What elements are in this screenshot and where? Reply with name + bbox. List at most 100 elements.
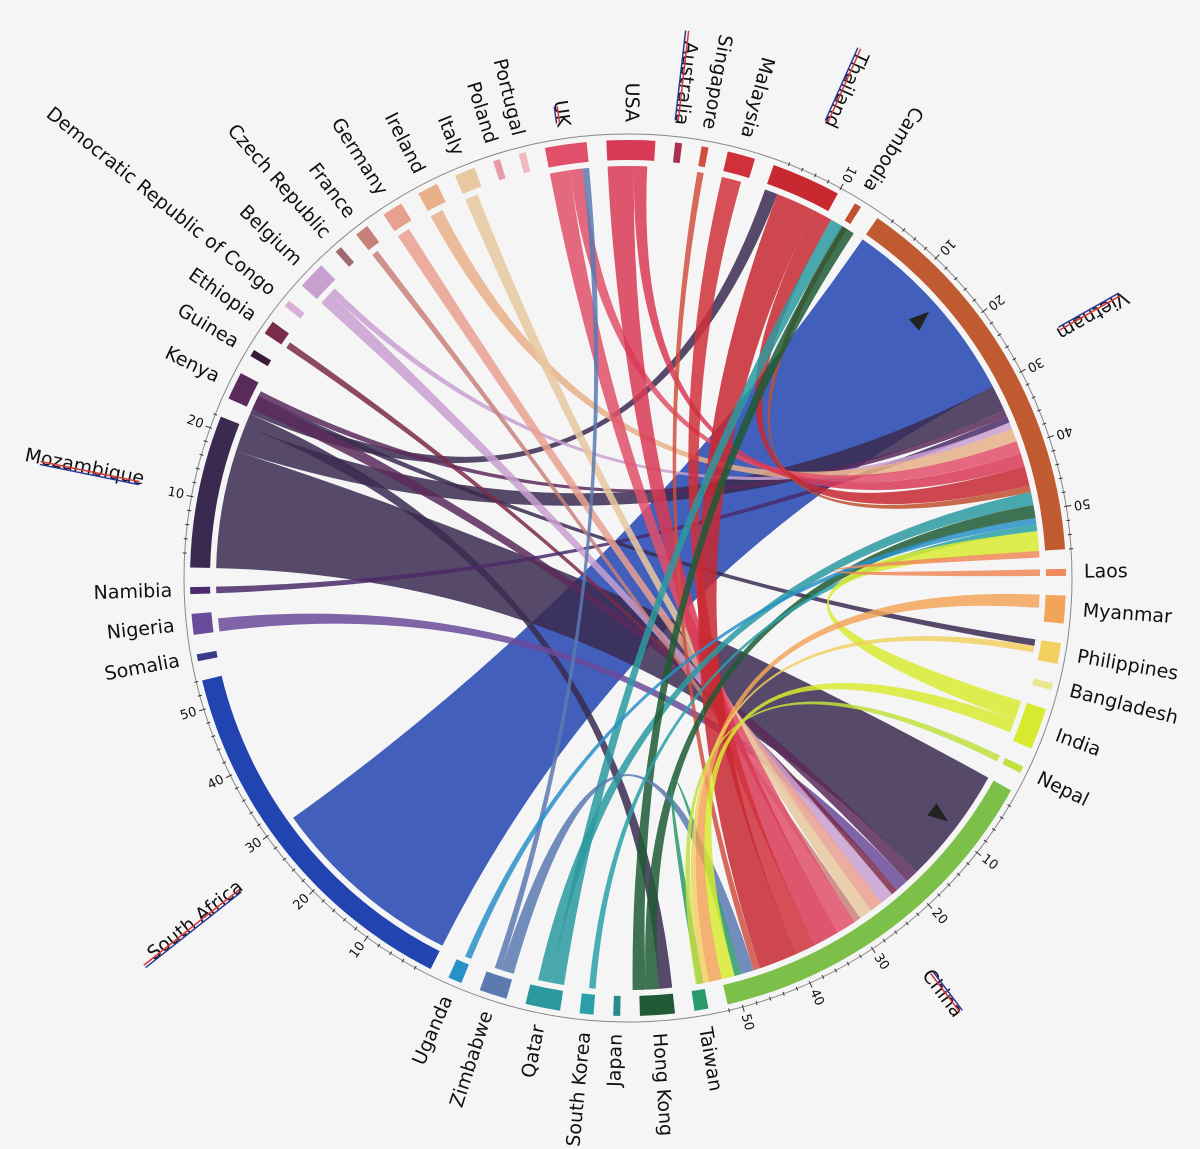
label-underline-red — [930, 973, 961, 1013]
arc-hong-kong[interactable] — [639, 993, 676, 1016]
flow-ribbon-mozambique-to-china — [216, 451, 989, 873]
tick-mark — [846, 961, 850, 966]
tick-mark — [916, 912, 920, 917]
tick-mark — [413, 965, 417, 970]
arc-myanmar[interactable] — [1043, 594, 1066, 624]
tick-mark — [947, 883, 951, 887]
arc-malaysia[interactable] — [723, 151, 755, 178]
arc-thailand[interactable] — [767, 164, 838, 212]
flow-arrowhead — [927, 803, 948, 822]
tick-mark — [1055, 463, 1060, 466]
label-underline-blue — [553, 106, 558, 124]
arc-nepal[interactable] — [1002, 757, 1024, 773]
outer-ring — [183, 133, 1073, 1023]
arc-democratic-republic-of-congo[interactable] — [284, 300, 305, 319]
tick-mark — [301, 878, 305, 883]
arc-usa[interactable] — [606, 139, 656, 161]
arc-india[interactable] — [1012, 703, 1046, 749]
arc-nigeria[interactable] — [191, 612, 214, 635]
arc-australia[interactable] — [672, 142, 683, 164]
arc-bangladesh[interactable] — [1032, 678, 1054, 691]
arc-portugal[interactable] — [518, 152, 531, 174]
arc-south-africa[interactable] — [202, 675, 440, 969]
tick-mark — [332, 908, 336, 913]
arc-poland[interactable] — [493, 159, 506, 181]
tick-mark — [769, 996, 772, 1001]
label-underline-red — [677, 30, 690, 121]
tick-mark — [983, 839, 988, 843]
tick-mark — [187, 509, 192, 512]
country-label-laos: Laos — [1084, 560, 1128, 583]
tick-label: 40 — [806, 987, 826, 1008]
arc-taiwan[interactable] — [691, 988, 709, 1011]
tick-mark — [981, 308, 988, 314]
tick-mark — [1061, 491, 1066, 494]
tick-mark — [205, 425, 213, 429]
arc-china[interactable] — [723, 780, 1012, 1005]
tick-mark — [944, 266, 948, 270]
arc-philippines[interactable] — [1037, 640, 1062, 665]
country-label-philippines: Philippines — [1075, 645, 1180, 684]
arc-cambodia[interactable] — [844, 203, 861, 225]
tick-label: 10 — [347, 939, 369, 961]
tick-mark — [839, 183, 844, 191]
country-label-malaysia: Malaysia — [736, 55, 779, 141]
country-label-bangladesh: Bangladesh — [1067, 680, 1180, 729]
flow-ribbon-south-africa-to-vietnam — [293, 239, 993, 946]
tick-label: 30 — [1025, 354, 1047, 375]
label-underline-blue — [674, 30, 687, 121]
tick-mark — [1047, 435, 1054, 439]
tick-mark — [1064, 505, 1072, 508]
tick-mark — [937, 893, 941, 897]
arc-ethiopia[interactable] — [264, 321, 289, 345]
arc-singapore[interactable] — [698, 146, 709, 168]
tick-mark — [354, 926, 358, 931]
arc-germany[interactable] — [383, 203, 412, 232]
tick-mark — [905, 921, 909, 926]
country-label-zimbabwe: Zimbabwe — [446, 1008, 498, 1110]
arc-mozambique[interactable] — [190, 416, 240, 568]
country-label-nepal: Nepal — [1033, 767, 1092, 811]
tick-mark — [282, 857, 287, 861]
arc-belgium[interactable] — [301, 265, 336, 299]
country-label-hong-kong: Hong Kong — [648, 1032, 677, 1137]
tick-mark — [975, 850, 982, 857]
arc-france[interactable] — [356, 226, 380, 251]
arc-italy[interactable] — [454, 167, 482, 195]
tick-label: 30 — [870, 951, 892, 973]
tick-mark — [902, 228, 906, 232]
arc-uk[interactable] — [544, 141, 589, 168]
arc-namibia[interactable] — [190, 586, 211, 595]
flow-ribbon-thailand-to-vietnam — [754, 210, 1030, 505]
country-label-china: China — [917, 965, 967, 1022]
tick-label: 50 — [1073, 495, 1092, 512]
arc-south-korea[interactable] — [579, 993, 596, 1015]
label-underline-red — [143, 888, 240, 966]
tick-mark — [934, 254, 940, 260]
tick-mark — [197, 694, 202, 697]
tick-label: 40 — [1054, 422, 1074, 441]
flow-ribbon-belgium-to-china — [321, 293, 892, 903]
arc-uganda[interactable] — [448, 959, 469, 984]
tick-mark — [882, 938, 886, 943]
arcs-layer — [182, 133, 1074, 1023]
arc-kenya[interactable] — [228, 373, 259, 407]
country-label-qatar: Qatar — [517, 1023, 549, 1080]
arc-somalia[interactable] — [196, 650, 218, 662]
tick-mark — [808, 980, 813, 988]
tick-mark — [821, 974, 825, 979]
arc-guinea[interactable] — [250, 349, 272, 367]
tick-mark — [206, 721, 211, 725]
arc-vietnam[interactable] — [866, 217, 1066, 551]
arc-czech-republic[interactable] — [335, 247, 355, 267]
arc-qatar[interactable] — [525, 984, 564, 1011]
arc-ireland[interactable] — [418, 183, 446, 212]
tick-mark — [755, 1000, 758, 1006]
tick-mark — [401, 958, 405, 963]
arc-zimbabwe[interactable] — [479, 971, 513, 999]
arc-laos[interactable] — [1045, 568, 1066, 577]
label-underline-blue — [39, 463, 139, 486]
arc-japan[interactable] — [613, 995, 621, 1016]
flow-ribbon-india-to-china — [703, 682, 1015, 980]
